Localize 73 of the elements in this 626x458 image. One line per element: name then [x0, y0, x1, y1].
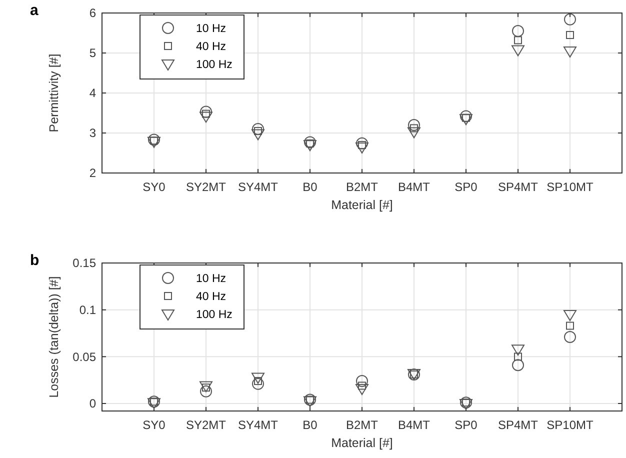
y-tick-label: 2	[89, 166, 96, 180]
y-tick-label: 0	[89, 396, 96, 411]
x-tick-label: SP4MT	[498, 418, 539, 432]
x-tick-label: B2MT	[346, 180, 379, 194]
x-tick-label: B4MT	[398, 180, 431, 194]
y-tick-label: 0.05	[72, 350, 96, 364]
x-tick-label: SP10MT	[546, 180, 594, 194]
x-tick-label: B2MT	[346, 418, 379, 432]
x-tick-label: SY4MT	[238, 418, 279, 432]
point	[252, 123, 264, 135]
point	[356, 375, 368, 388]
point	[304, 396, 316, 408]
chart-title: a	[30, 2, 39, 19]
point	[200, 385, 212, 398]
point	[512, 344, 524, 356]
point	[460, 110, 472, 122]
x-axis-title: Material [#]	[331, 198, 393, 212]
point	[148, 134, 160, 146]
point	[252, 372, 264, 384]
point	[200, 381, 212, 392]
x-tick-label: SY0	[142, 418, 166, 432]
x-tick-label: SY4MT	[238, 180, 279, 194]
x-tick-label: SP10MT	[546, 418, 594, 432]
point	[252, 129, 264, 140]
x-tick-label: B4MT	[398, 418, 431, 432]
y-tick-label: 0.15	[72, 256, 96, 270]
point	[512, 45, 524, 56]
legend-label: 40 Hz	[196, 291, 226, 304]
point	[564, 331, 576, 343]
point	[514, 36, 522, 44]
y-tick-label: 0.1	[79, 303, 96, 318]
x-tick-label: SP4MT	[498, 180, 539, 194]
point	[200, 112, 212, 123]
y-axis-title: Losses (tan(delta)) [#]	[47, 276, 61, 398]
point	[356, 384, 368, 396]
x-tick-label: SY2MT	[186, 418, 227, 432]
point	[356, 142, 368, 154]
x-tick-label: SP0	[454, 180, 478, 194]
point	[148, 398, 160, 410]
point	[460, 114, 472, 126]
x-tick-label: SP0	[454, 418, 478, 432]
point	[512, 359, 524, 372]
chart-title: b	[30, 252, 40, 269]
legend-label: 100 Hz	[196, 309, 233, 322]
x-tick-label: SY0	[142, 180, 166, 194]
point	[564, 310, 576, 322]
y-tick-label: 5	[89, 46, 96, 60]
point	[564, 46, 576, 58]
point	[252, 378, 264, 390]
y-tick-label: 4	[89, 86, 96, 100]
point	[148, 136, 160, 148]
point	[408, 127, 420, 138]
point	[356, 137, 368, 150]
point	[566, 31, 574, 39]
x-tick-label: B0	[302, 180, 318, 194]
point	[304, 136, 316, 148]
y-tick-label: 3	[89, 126, 96, 140]
x-tick-label: B0	[302, 418, 318, 432]
legend-label: 40 Hz	[196, 41, 226, 54]
point	[408, 119, 420, 131]
x-tick-label: SY2MT	[186, 180, 227, 194]
point	[514, 352, 522, 361]
legend-label: 10 Hz	[196, 23, 226, 36]
point	[200, 106, 212, 118]
legend-label: 100 Hz	[196, 59, 233, 72]
point	[564, 13, 576, 26]
point	[566, 322, 574, 330]
y-tick-label: 6	[89, 6, 96, 20]
legend-label: 10 Hz	[196, 273, 226, 286]
point	[304, 140, 316, 152]
point	[512, 25, 524, 37]
x-axis-title: Material [#]	[331, 436, 393, 450]
y-axis-title: Permittivity [#]	[47, 54, 61, 132]
